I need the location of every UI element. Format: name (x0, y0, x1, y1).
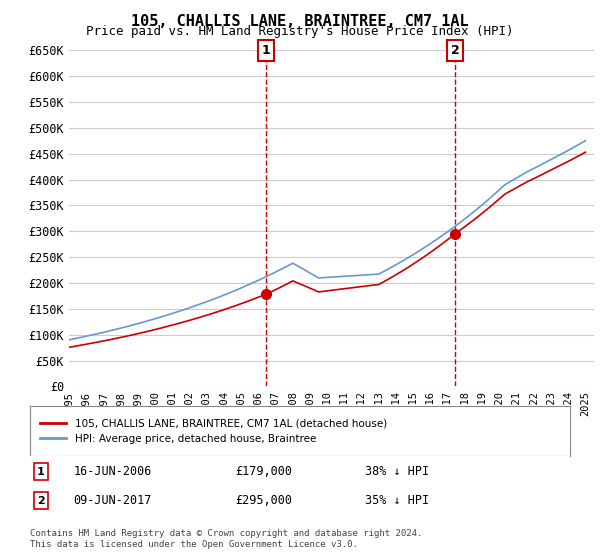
Text: 09-JUN-2017: 09-JUN-2017 (73, 494, 152, 507)
Text: Price paid vs. HM Land Registry's House Price Index (HPI): Price paid vs. HM Land Registry's House … (86, 25, 514, 38)
Legend: 105, CHALLIS LANE, BRAINTREE, CM7 1AL (detached house), HPI: Average price, deta: 105, CHALLIS LANE, BRAINTREE, CM7 1AL (d… (35, 413, 392, 449)
Text: 16-JUN-2006: 16-JUN-2006 (73, 465, 152, 478)
Text: 105, CHALLIS LANE, BRAINTREE, CM7 1AL: 105, CHALLIS LANE, BRAINTREE, CM7 1AL (131, 14, 469, 29)
Text: Contains HM Land Registry data © Crown copyright and database right 2024.
This d: Contains HM Land Registry data © Crown c… (30, 529, 422, 549)
Text: £179,000: £179,000 (235, 465, 292, 478)
Text: 1: 1 (37, 467, 44, 477)
Text: 38% ↓ HPI: 38% ↓ HPI (365, 465, 429, 478)
Text: £295,000: £295,000 (235, 494, 292, 507)
Text: 2: 2 (37, 496, 44, 506)
Text: 1: 1 (262, 44, 271, 57)
Text: 2: 2 (451, 44, 460, 57)
Text: 35% ↓ HPI: 35% ↓ HPI (365, 494, 429, 507)
